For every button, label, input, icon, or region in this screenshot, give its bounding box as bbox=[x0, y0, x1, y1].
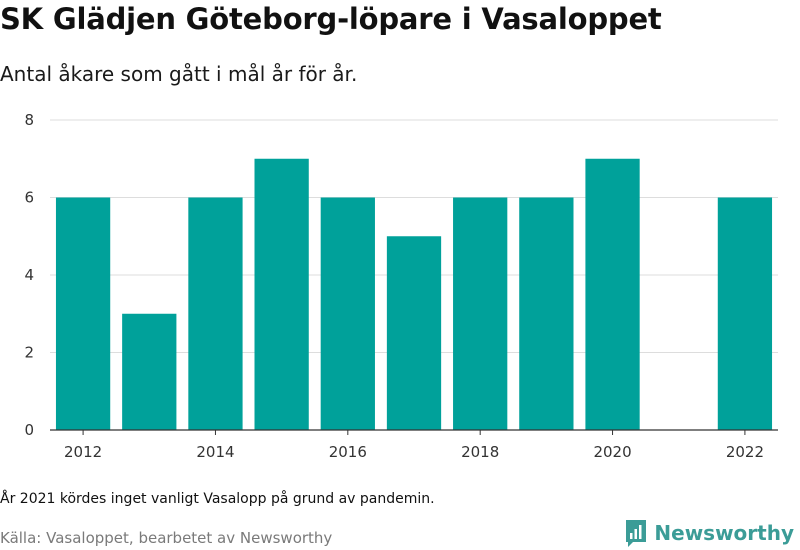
bar-2012 bbox=[55, 197, 111, 430]
bar-2020 bbox=[585, 158, 640, 430]
bar-2014 bbox=[188, 197, 243, 430]
brand-name: Newsworthy bbox=[654, 521, 794, 545]
bar-chart-logo-icon bbox=[626, 520, 647, 547]
chart-title: SK Glädjen Göteborg-löpare i Vasaloppet bbox=[0, 2, 662, 36]
y-tick-label: 2 bbox=[24, 344, 34, 362]
bar-2017 bbox=[386, 236, 442, 430]
x-axis: 2012 2014 2016 2018 2020 2022 bbox=[50, 429, 778, 461]
x-tick-label: 2022 bbox=[726, 443, 764, 461]
bar-2019 bbox=[519, 197, 574, 430]
x-tick-label: 2020 bbox=[593, 443, 631, 461]
y-tick-label: 8 bbox=[24, 111, 34, 129]
y-tick-label: 0 bbox=[24, 421, 34, 439]
bar-2016 bbox=[320, 197, 375, 430]
bar-2013 bbox=[122, 313, 177, 430]
x-tick-label: 2016 bbox=[329, 443, 367, 461]
source-text: Källa: Vasaloppet, bearbetet av Newswort… bbox=[0, 529, 333, 547]
bars bbox=[55, 158, 773, 430]
x-tick-label: 2014 bbox=[196, 443, 234, 461]
x-tick-label: 2018 bbox=[461, 443, 499, 461]
bar-2018 bbox=[453, 197, 508, 430]
bar-2022 bbox=[717, 197, 773, 430]
y-tick-label: 4 bbox=[24, 266, 34, 284]
footnote: År 2021 kördes inget vanligt Vasalopp på… bbox=[0, 491, 435, 507]
newsworthy-logo[interactable]: Newsworthy bbox=[624, 518, 794, 548]
y-tick-label: 6 bbox=[24, 189, 34, 207]
x-tick-label: 2012 bbox=[64, 443, 102, 461]
bar-2015 bbox=[254, 158, 309, 430]
chart-subtitle: Antal åkare som gått i mål år för år. bbox=[0, 62, 358, 86]
y-axis-ticks: 0 2 4 6 8 bbox=[24, 111, 34, 439]
bar-chart: 0 2 4 6 8 2012 2014 2016 2018 2020 2022 bbox=[24, 111, 778, 461]
